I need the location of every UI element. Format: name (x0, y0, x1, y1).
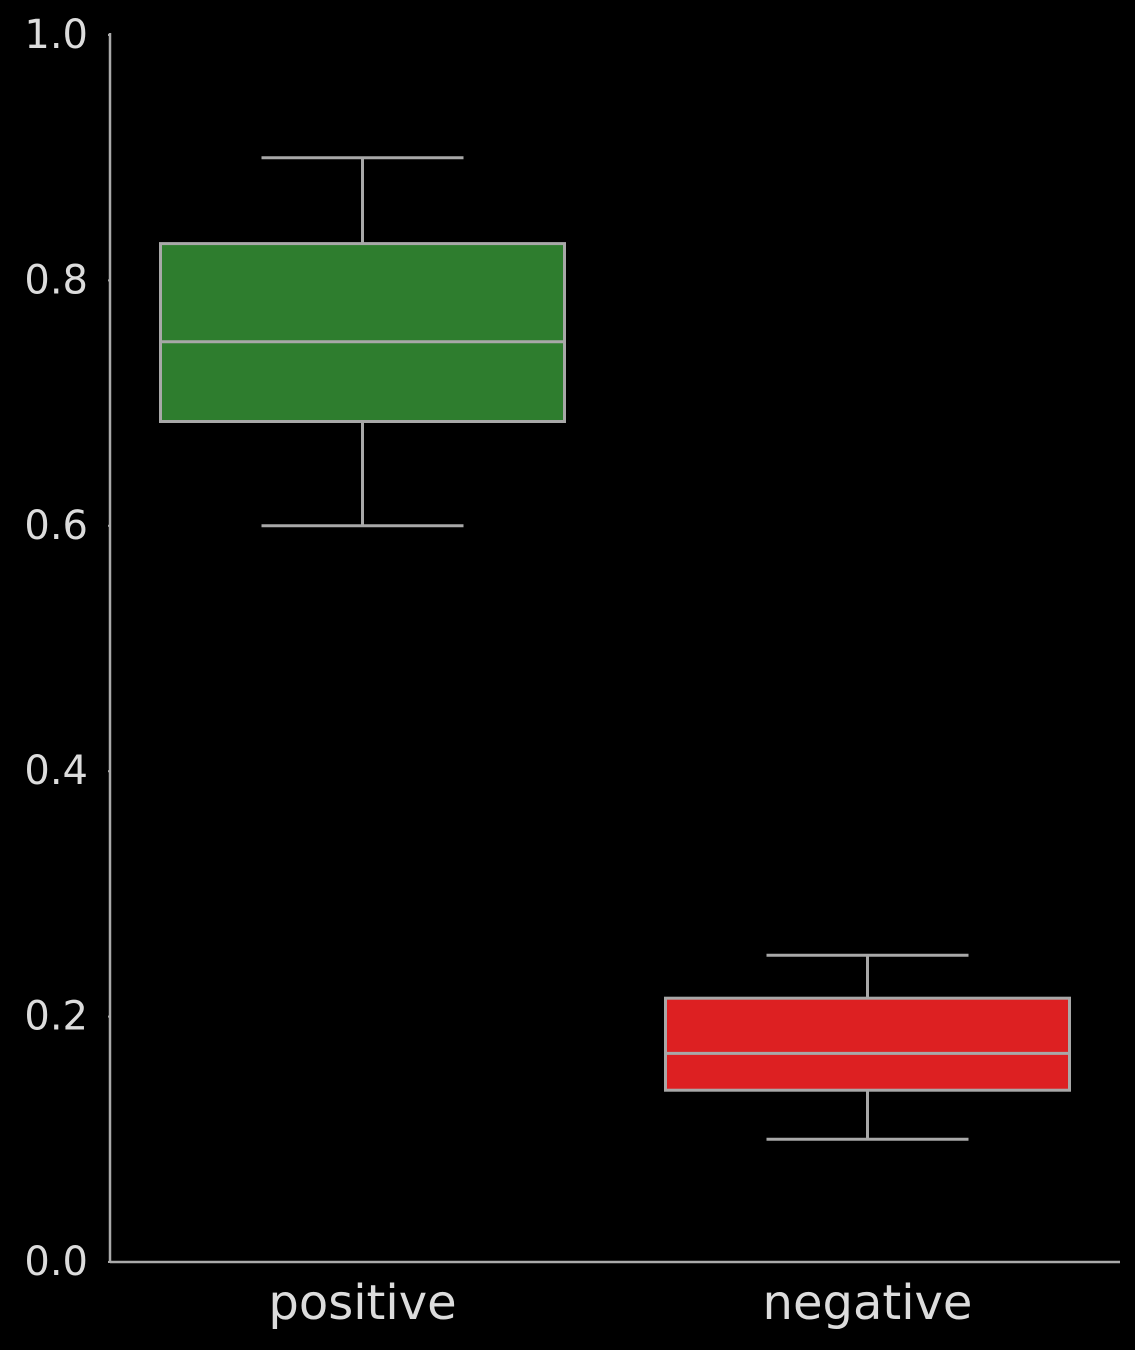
y-tick-label: 0.4 (24, 748, 88, 794)
y-tick-label: 0.0 (24, 1239, 88, 1285)
y-tick-label: 0.2 (24, 994, 88, 1040)
x-tick-label: positive (268, 1275, 456, 1331)
box (159, 242, 566, 424)
box (664, 996, 1071, 1092)
x-tick-label: negative (763, 1275, 973, 1331)
y-tick-label: 0.8 (24, 257, 88, 303)
y-tick-label: 0.6 (24, 503, 88, 549)
y-tick-label: 1.0 (24, 12, 88, 58)
